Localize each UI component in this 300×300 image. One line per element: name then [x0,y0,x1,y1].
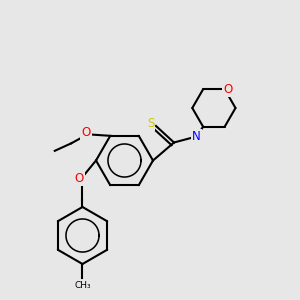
Text: N: N [192,130,201,143]
Text: O: O [75,172,84,185]
Text: O: O [224,83,233,96]
Text: CH₃: CH₃ [74,281,91,290]
Text: O: O [82,126,91,139]
Text: S: S [147,117,154,130]
